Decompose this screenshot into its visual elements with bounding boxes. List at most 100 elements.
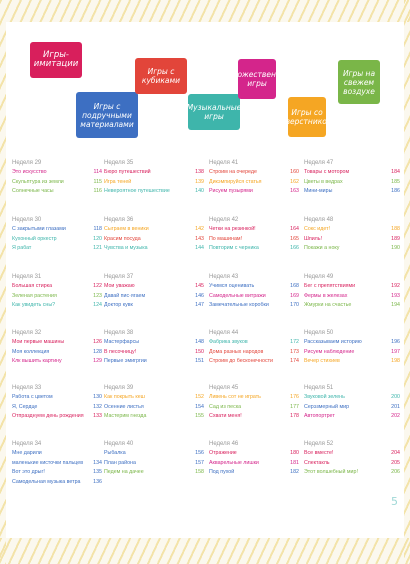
contents-entry[interactable]: Рисуем пузырями 163 xyxy=(209,188,299,198)
contents-entry[interactable]: Большая стирка 122 xyxy=(12,283,102,293)
contents-entry[interactable]: Доктор кувк 147 xyxy=(104,302,204,312)
contents-entry[interactable]: Акварельные лишки 181 xyxy=(209,460,299,470)
week-block: Неделя 33 Работа с цветом 130 Я, Сердце 132 О… xyxy=(12,385,102,423)
contents-entry[interactable]: С закрытыми глазами 118 xyxy=(12,226,102,236)
contents-entry[interactable]: Ливень сот не играть 176 xyxy=(209,394,299,404)
contents-entry[interactable]: Скульптура из земли 115 xyxy=(12,179,102,189)
entry-title: Звуковой зелень xyxy=(304,394,345,400)
contents-entry[interactable]: Солнечные часы 116 xyxy=(12,188,102,198)
contents-entry[interactable]: Покажи а ноку 190 xyxy=(304,245,400,255)
contents-entry[interactable]: Красим посуда 143 xyxy=(104,236,204,246)
entry-title: Сад из песка xyxy=(209,403,242,410)
contents-entry[interactable]: Сокс идет! 188 xyxy=(304,226,400,236)
contents-entry[interactable]: Как увидеть сны? 124 xyxy=(12,302,102,312)
contents-entry[interactable]: Клк вышить картину 129 xyxy=(12,358,102,368)
contents-entry[interactable]: Самодельная музыка ветра 136 xyxy=(12,479,102,489)
entry-title: Мастерим гнезда xyxy=(104,413,147,419)
contents-entry[interactable]: Самодельные витражи 169 xyxy=(209,293,299,303)
contents-entry[interactable]: Спектакль 205 xyxy=(304,460,400,470)
contents-entry[interactable]: Мои первые машины 126 xyxy=(12,339,102,349)
entry-title: Все вместе! xyxy=(304,450,334,456)
legend-badge-outdoor: Игры на свежем воздухе xyxy=(338,60,380,104)
contents-entry[interactable]: Четки на резинкой! 164 xyxy=(209,226,299,236)
contents-entry[interactable]: Зеленая растения 123 xyxy=(12,293,102,303)
entry-title: Бюро путешествий xyxy=(104,169,151,175)
contents-entry[interactable]: Схвати меня! 178 xyxy=(209,413,299,423)
contents-entry[interactable]: Замечательные коробки 170 xyxy=(209,302,299,312)
contents-entry[interactable]: Осенние листья 154 xyxy=(104,404,204,414)
entry-page: 200 xyxy=(391,394,400,400)
contents-entry[interactable]: Вот это дрыг! 135 xyxy=(12,469,102,479)
contents-entry[interactable]: Серэзмерный мир 201 xyxy=(304,404,400,414)
contents-entry[interactable]: Мастерим гнезда 155 xyxy=(104,413,204,423)
contents-entry[interactable]: Повторим с черника 166 xyxy=(209,245,299,255)
entry-page: 147 xyxy=(195,302,204,308)
entry-title: Кухонный оркестр xyxy=(12,235,57,242)
contents-entry[interactable]: Строим на очереде 160 xyxy=(209,169,299,179)
entry-title: Невероятное путешествие xyxy=(104,188,170,194)
contents-entry[interactable]: Игра теней 139 xyxy=(104,179,204,189)
entry-page: 186 xyxy=(391,188,400,194)
contents-entry[interactable]: Фермы в железах 193 xyxy=(304,293,400,303)
contents-entry[interactable]: Это искусство 114 xyxy=(12,169,102,179)
contents-entry[interactable]: Товары с мотором 184 xyxy=(304,169,400,179)
contents-entry[interactable]: Давай пис·ягаем 146 xyxy=(104,293,204,303)
category-legend: Игры-имитации Игры с подручными материал… xyxy=(6,22,404,142)
contents-entry[interactable]: маленькие кисточки пальцев 134 xyxy=(12,460,102,470)
week-title: Неделя 42 xyxy=(209,217,239,223)
contents-entry[interactable]: План района 157 xyxy=(104,460,204,470)
entry-title: Дома разных народов xyxy=(209,348,264,355)
contents-entry[interactable]: Невероятное путешествие 140 xyxy=(104,188,204,198)
entry-page: 163 xyxy=(290,188,299,194)
contents-entry[interactable]: Учимся оценивать 168 xyxy=(209,283,299,293)
contents-entry[interactable]: Мастерфарсы 148 xyxy=(104,339,204,349)
contents-entry[interactable]: Вечер стихиев 198 xyxy=(304,358,400,368)
contents-entry[interactable]: Мини-миры 186 xyxy=(304,188,400,198)
contents-entry[interactable]: Бег с препятствиями 192 xyxy=(304,283,400,293)
week-title: Неделя 35 xyxy=(104,160,134,166)
contents-entry[interactable]: Я, Сердце 132 xyxy=(12,404,102,414)
contents-entry[interactable]: Дома разных народов 173 xyxy=(209,349,299,359)
legend-badge-music: Музыкальные игры xyxy=(187,94,241,130)
contents-entry[interactable]: Сад из песка 177 xyxy=(209,404,299,414)
entry-title: Мастерфарсы xyxy=(104,339,140,345)
contents-entry[interactable]: Отпразднуем день рождения 133 xyxy=(12,413,102,423)
legend-badge-materials: Игры с подручными материалами xyxy=(76,92,138,138)
contents-entry[interactable]: Рисуем наблюдение 197 xyxy=(304,349,400,359)
contents-entry[interactable]: Автопортрет 202 xyxy=(304,413,400,423)
contents-entry[interactable]: Фабрика звуков 172 xyxy=(209,339,299,349)
contents-entry[interactable]: Дикэмпируйся статья 162 xyxy=(209,179,299,189)
week-title: Неделя 34 xyxy=(12,441,42,447)
contents-entry[interactable]: Кухонный оркестр 120 xyxy=(12,236,102,246)
contents-entry[interactable]: Мне дарили xyxy=(12,450,102,460)
contents-entry[interactable]: Строим до бесконечности 174 xyxy=(209,358,299,368)
entry-page: 145 xyxy=(195,283,204,289)
contents-entry[interactable]: Моя коллекция 128 xyxy=(12,349,102,359)
contents-entry[interactable]: Чувства и музыка 144 xyxy=(104,245,204,255)
contents-entry[interactable]: Этот волшебный мир! 206 xyxy=(304,469,400,479)
contents-entry[interactable]: Работа с цветом 130 xyxy=(12,394,102,404)
contents-entry[interactable]: Цветы в ведрах 185 xyxy=(304,179,400,189)
contents-entry[interactable]: Мои уважаю 145 xyxy=(104,283,204,293)
contents-entry[interactable]: Жмурки на счастье 194 xyxy=(304,302,400,312)
entry-page: 116 xyxy=(93,188,102,194)
contents-entry[interactable]: Я рабат 121 xyxy=(12,245,102,255)
contents-entry[interactable]: Педем на дачее 158 xyxy=(104,469,204,479)
entry-title: Рисуем пузырями xyxy=(209,188,253,194)
contents-entry[interactable]: Звуковой зелень 200 xyxy=(304,394,400,404)
contents-entry[interactable]: Рыбалка 156 xyxy=(104,450,204,460)
contents-entry[interactable]: Как покрыть кеш 152 xyxy=(104,394,204,404)
week-block: Неделя 41 Строим на очереде 160 Дикэмпируйс… xyxy=(209,160,299,198)
contents-entry[interactable]: В песочницу! 150 xyxy=(104,349,204,359)
contents-entry[interactable]: Первые эмигргии 151 xyxy=(104,358,204,368)
contents-entry[interactable]: Отражение 180 xyxy=(209,450,299,460)
contents-entry[interactable]: По машинам! 165 xyxy=(209,236,299,246)
contents-entry[interactable]: Все вместе! 204 xyxy=(304,450,400,460)
contents-entry[interactable]: Рассказываем историю 196 xyxy=(304,339,400,349)
contents-entry[interactable]: Сыграем в веники 142 xyxy=(104,226,204,236)
entry-page: 130 xyxy=(93,394,102,400)
contents-entry[interactable]: Бюро путешествий 138 xyxy=(104,169,204,179)
contents-entry[interactable]: Под пухой 182 xyxy=(209,469,299,479)
contents-entry[interactable]: Шпиль! 189 xyxy=(304,236,400,246)
entry-title: Бег с препятствиями xyxy=(304,283,356,289)
